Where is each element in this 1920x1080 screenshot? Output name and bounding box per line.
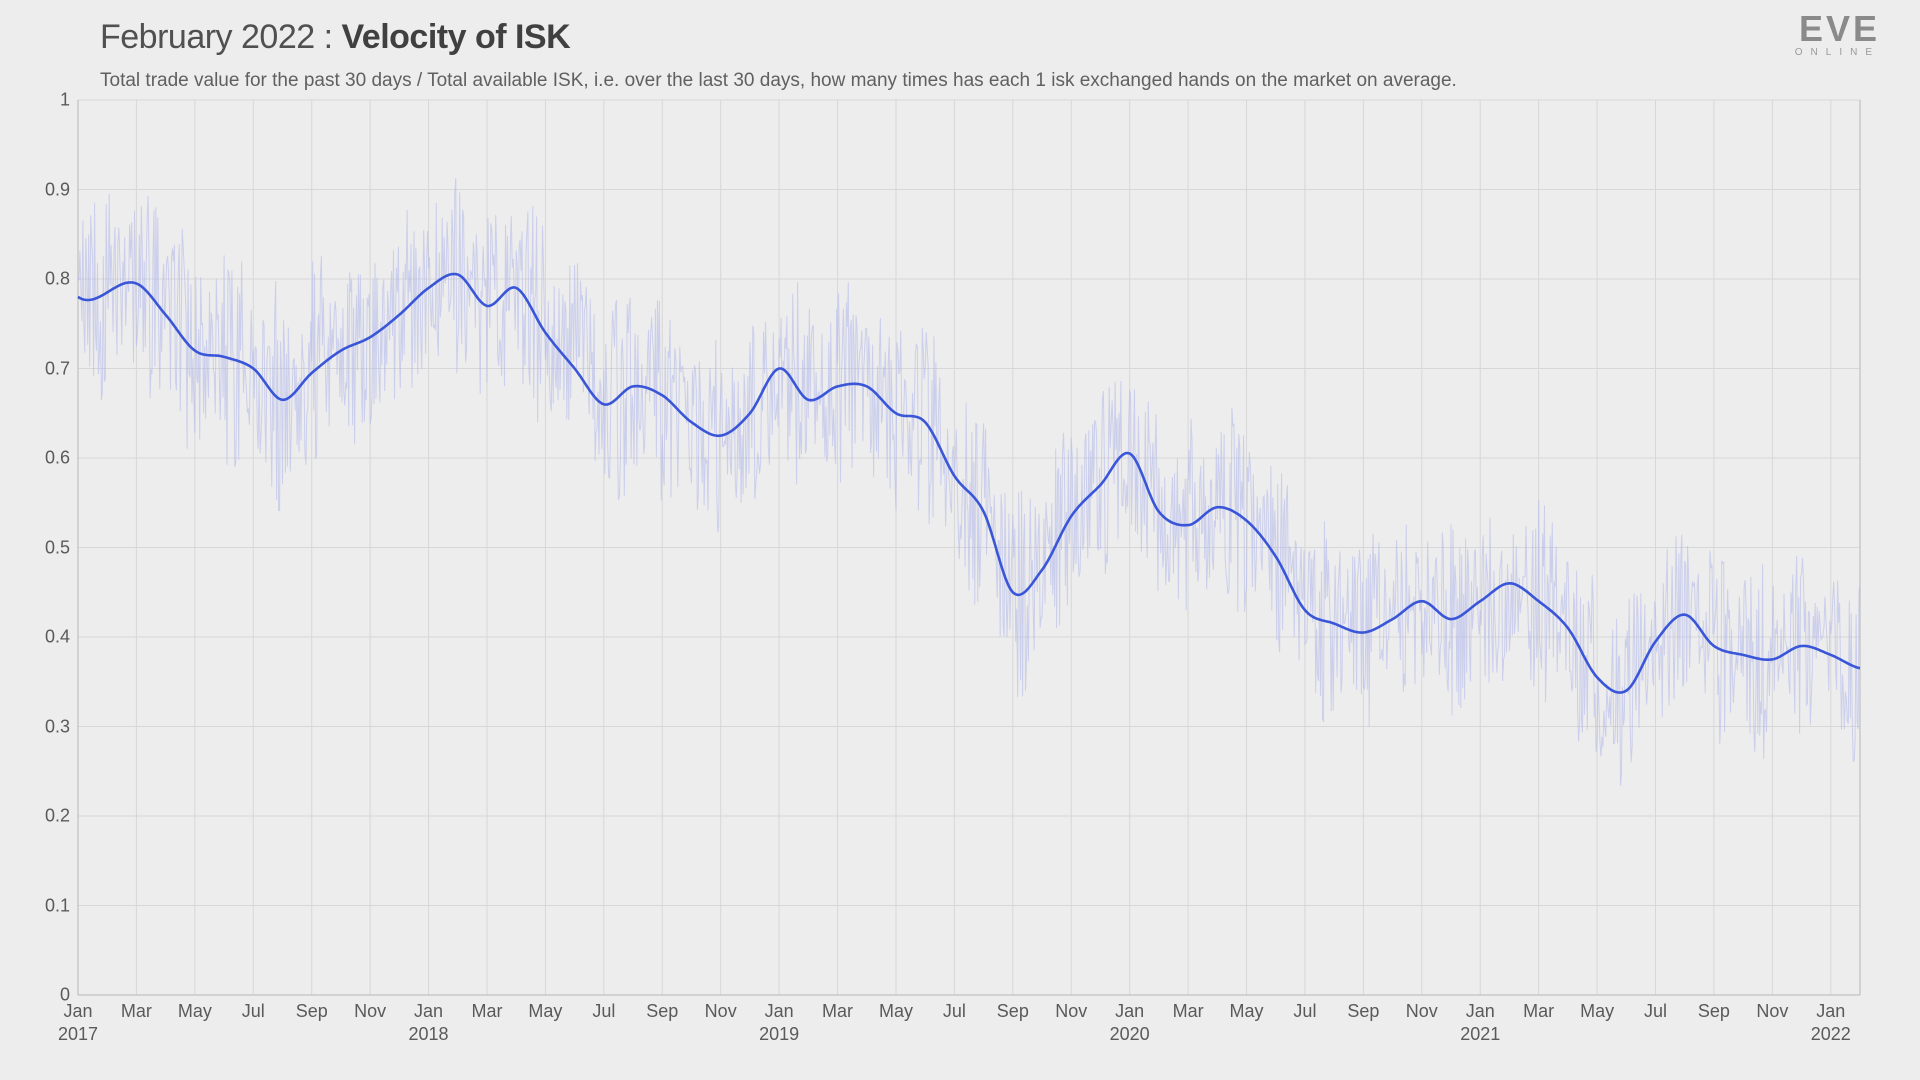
x-tick: Sep	[296, 1000, 328, 1023]
x-tick: Nov	[705, 1000, 737, 1023]
x-tick: May	[528, 1000, 562, 1023]
x-tick: Jan2021	[1460, 1000, 1500, 1045]
y-tick: 0.3	[45, 716, 70, 737]
x-tick: Mar	[822, 1000, 853, 1023]
y-tick: 0.4	[45, 627, 70, 648]
x-tick: May	[1230, 1000, 1264, 1023]
x-tick: May	[178, 1000, 212, 1023]
x-tick: Sep	[1347, 1000, 1379, 1023]
raw-series	[78, 178, 1860, 786]
x-tick: Mar	[121, 1000, 152, 1023]
y-tick: 0.8	[45, 269, 70, 290]
y-tick: 1	[60, 90, 70, 111]
x-tick: Jul	[943, 1000, 966, 1023]
x-tick: Sep	[997, 1000, 1029, 1023]
y-tick: 0.6	[45, 448, 70, 469]
x-tick: May	[879, 1000, 913, 1023]
x-tick: Mar	[1523, 1000, 1554, 1023]
x-tick: Jul	[592, 1000, 615, 1023]
x-tick: Jan2022	[1811, 1000, 1851, 1045]
x-tick: Nov	[1756, 1000, 1788, 1023]
y-tick: 0.2	[45, 806, 70, 827]
y-tick: 0.7	[45, 358, 70, 379]
x-tick: Jan2017	[58, 1000, 98, 1045]
x-tick: Mar	[1173, 1000, 1204, 1023]
x-tick: Jul	[1293, 1000, 1316, 1023]
velocity-chart	[0, 0, 1920, 1080]
x-tick: Mar	[471, 1000, 502, 1023]
x-tick: Jul	[1644, 1000, 1667, 1023]
y-tick: 0.9	[45, 179, 70, 200]
x-tick: Nov	[354, 1000, 386, 1023]
y-tick: 0.1	[45, 895, 70, 916]
x-tick: Jan2020	[1110, 1000, 1150, 1045]
x-tick: Jan2018	[409, 1000, 449, 1045]
x-tick: Jul	[242, 1000, 265, 1023]
x-tick: Sep	[646, 1000, 678, 1023]
y-tick: 0.5	[45, 537, 70, 558]
x-tick: May	[1580, 1000, 1614, 1023]
x-tick: Nov	[1406, 1000, 1438, 1023]
smoothed-series	[78, 274, 1860, 693]
x-tick: Sep	[1698, 1000, 1730, 1023]
x-tick: Jan2019	[759, 1000, 799, 1045]
x-tick: Nov	[1055, 1000, 1087, 1023]
